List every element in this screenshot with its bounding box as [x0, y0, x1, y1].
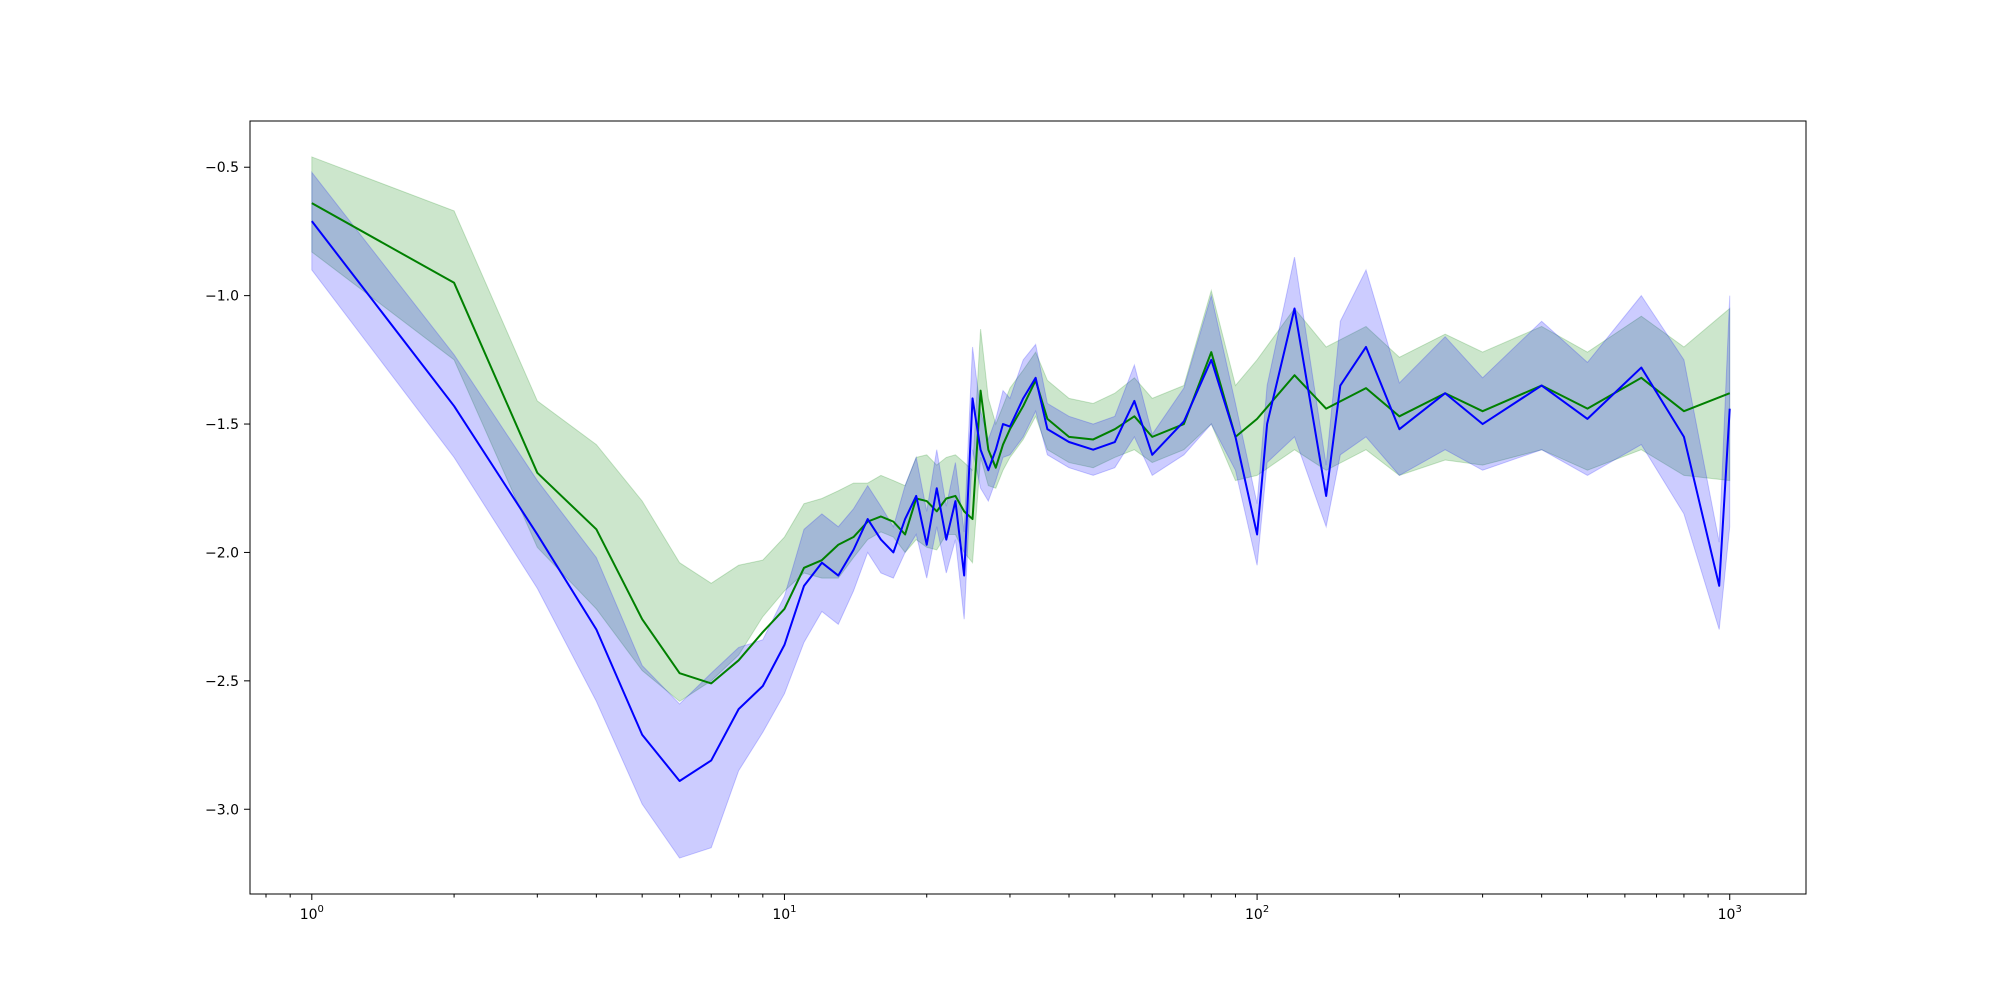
confidence-bands — [311, 156, 1731, 859]
x-tick-label: 102 — [1245, 904, 1269, 923]
series-1-band — [311, 156, 1731, 703]
plot-background — [250, 121, 1806, 894]
y-tick-label: −1.5 — [205, 417, 239, 433]
y-tick-label: −3.0 — [205, 802, 239, 818]
y-tick-label: −0.5 — [205, 160, 239, 176]
y-tick-label: −1.0 — [205, 289, 239, 305]
y-tick-label: −2.0 — [205, 545, 239, 561]
x-tick-label: 103 — [1718, 904, 1742, 923]
series-lines — [311, 202, 1731, 782]
series-2-band — [311, 170, 1731, 859]
x-tick-label: 101 — [772, 904, 796, 923]
x-tick-label: 100 — [300, 904, 324, 923]
y-axis: −0.5 −1.0 −1.5 −2.0 −2.5 −3.0 — [205, 160, 250, 818]
x-axis: 100 101 102 103 — [265, 894, 1742, 923]
y-tick-label: −2.5 — [205, 674, 239, 690]
plot-frame — [249, 120, 1807, 895]
series-1-line — [311, 202, 1731, 685]
series-2-line — [311, 220, 1731, 782]
